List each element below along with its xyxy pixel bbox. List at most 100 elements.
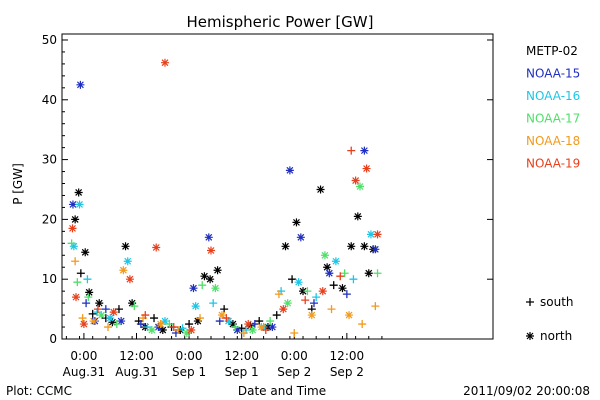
data-point-noaa-16 [123,257,132,266]
data-point-noaa-19 [373,230,382,239]
data-point-noaa-18 [290,329,299,338]
data-point-noaa-19 [68,224,77,233]
data-point-noaa-15 [101,305,110,314]
data-point-noaa-19 [187,326,196,335]
data-point-metp-02 [95,299,104,308]
data-point-metp-02 [255,317,264,326]
data-point-noaa-18 [119,266,128,275]
data-point-noaa-17 [67,239,76,248]
data-point-noaa-15 [342,290,351,299]
data-point-noaa-18 [327,305,336,314]
data-point-noaa-19 [261,326,270,335]
x-tick-time: 0:00 [70,349,97,363]
data-point-noaa-17 [130,302,139,311]
data-point-metp-02 [353,212,362,221]
data-point-noaa-17 [283,299,292,308]
data-point-metp-02 [263,323,272,332]
data-point-metp-02 [206,275,215,284]
data-point-noaa-17 [373,269,382,278]
data-point-noaa-19 [362,164,371,173]
x-axis-label: Date and Time [238,384,326,398]
x-axis: 0:00 Aug.31 12:00 Aug.31 0:00 Sep 1 12:00 Sep 1… [63,333,383,379]
chart-title: Hemispheric Power [GW] [187,13,374,31]
data-point-metp-02 [200,272,209,281]
y-axis: 0 10 20 30 40 50 [42,33,493,346]
data-point-noaa-19 [79,320,88,329]
data-point-noaa-17 [165,320,174,329]
data-point-metp-02 [121,242,130,251]
data-point-metp-02 [108,318,117,327]
data-point-metp-02 [360,242,369,251]
data-point-noaa-18 [174,326,183,335]
y-tick-label: 50 [42,33,57,47]
data-point-noaa-15 [268,323,277,332]
data-point-noaa-18 [274,290,283,299]
data-point-noaa-17 [320,251,329,260]
plot-credit: Plot: CCMC [6,384,72,398]
y-tick-label: 10 [42,272,57,286]
data-point-metp-02 [158,326,167,335]
x-tick-time: 12:00 [224,349,259,363]
y-tick-label: 0 [49,332,57,346]
data-point-noaa-18 [156,320,165,329]
data-point-noaa-15 [233,326,242,335]
x-tick-time: 0:00 [281,349,308,363]
data-point-metp-02 [272,311,281,320]
legend-entry: NOAA-16 [526,89,580,103]
data-point-noaa-16 [83,275,92,284]
data-point-metp-02 [88,309,97,318]
legend-entry: NOAA-17 [526,112,580,126]
data-point-noaa-19 [152,243,161,252]
x-tick-date: Aug.31 [115,365,158,379]
data-point-noaa-17 [73,278,82,287]
legend-entry: METP-02 [526,44,578,58]
data-point-noaa-15 [325,269,334,278]
data-point-noaa-19 [336,272,345,281]
data-point-noaa-17 [248,326,257,335]
data-point-noaa-19 [109,308,118,317]
data-point-noaa-15 [68,200,77,209]
data-point-noaa-17 [112,320,121,329]
data-point-noaa-19 [244,320,253,329]
data-point-noaa-17 [211,284,220,293]
y-tick-label: 30 [42,153,57,167]
data-point-noaa-17 [356,182,364,191]
data-point-noaa-15 [285,166,294,175]
data-point-noaa-19 [93,305,102,314]
data-point-noaa-19 [207,246,215,255]
data-point-noaa-19 [72,293,81,302]
x-tick-date: Aug.31 [63,365,106,379]
y-tick-label: 20 [42,212,57,226]
data-point-metp-02 [323,263,332,272]
data-point-noaa-16 [331,257,340,266]
marker-legend-label: north [540,329,572,343]
data-point-noaa-15 [296,233,305,242]
data-point-metp-02 [347,242,356,251]
plot-timestamp: 2011/09/02 20:00:08 [463,384,590,398]
data-point-noaa-17 [340,269,349,278]
data-point-noaa-19 [351,176,360,185]
data-point-noaa-18 [371,302,380,311]
data-point-metp-02 [185,320,194,329]
data-point-noaa-18 [257,323,266,332]
data-point-metp-02 [288,275,297,284]
marker-legend-label: south [540,295,574,309]
marker-legend: south north [526,295,574,343]
x-tick-date: Sep 1 [172,365,206,379]
x-tick-time: 12:00 [330,349,365,363]
data-point-noaa-15 [136,320,145,329]
data-point-noaa-18 [239,329,248,338]
data-point-metp-02 [74,188,83,197]
data-point-noaa-19 [301,296,310,305]
data-point-metp-02 [316,185,325,194]
data-point-metp-02 [228,320,237,329]
data-point-noaa-16 [294,278,303,287]
data-point-metp-02 [281,242,290,251]
data-point-noaa-16 [160,317,169,326]
data-point-metp-02 [128,299,137,308]
x-tick-time: 0:00 [176,349,203,363]
data-point-noaa-19 [125,275,134,284]
data-point-noaa-16 [366,230,375,239]
marker-legend-symbol [526,298,534,306]
